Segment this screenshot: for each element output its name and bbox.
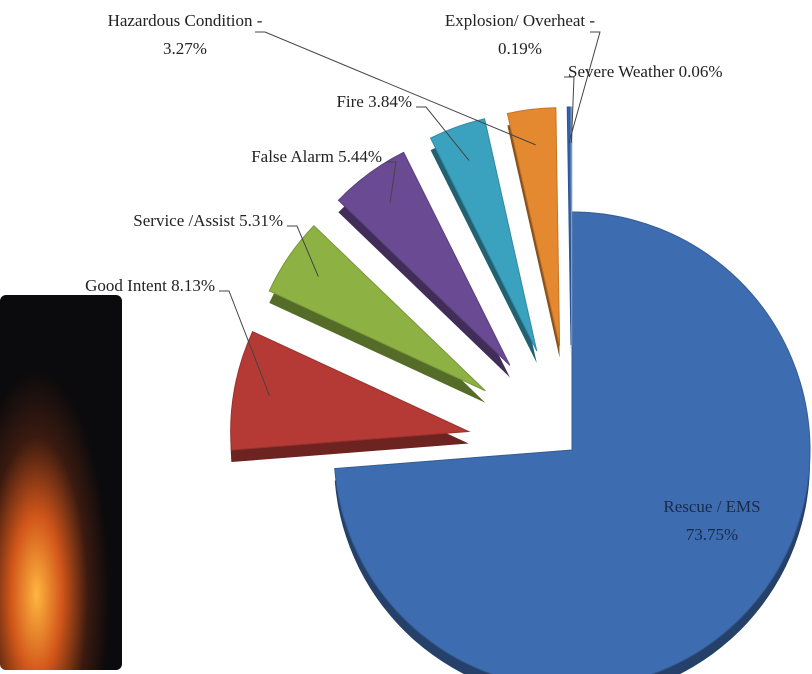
slice <box>337 151 511 366</box>
category-label: Rescue / EMS <box>663 497 760 516</box>
data-label: Explosion/ Overheat - 0.19% <box>445 11 595 58</box>
category-label: Good Intent <box>85 276 167 295</box>
slice <box>429 118 538 352</box>
category-label: Explosion/ Overheat - <box>445 11 595 30</box>
slice <box>334 211 811 674</box>
data-label: Severe Weather 0.06% <box>568 62 723 81</box>
leader-line <box>568 31 601 143</box>
value-label: 3.84% <box>368 92 412 111</box>
category-label: Hazardous Condition - <box>108 11 263 30</box>
leader-line <box>287 225 319 277</box>
category-label: False Alarm <box>251 147 334 166</box>
data-label: Rescue / EMS 73.75% <box>663 497 760 544</box>
leader-line <box>219 290 270 396</box>
slice <box>268 224 486 392</box>
category-label: Fire <box>336 92 363 111</box>
data-label: Fire 3.84% <box>336 92 412 111</box>
value-label: 3.27% <box>163 39 207 58</box>
data-label: Good Intent 8.13% <box>85 276 215 295</box>
slice <box>570 106 573 346</box>
category-label: Service /Assist <box>133 211 235 230</box>
data-label: Hazardous Condition - 3.27% <box>108 11 263 58</box>
leader-line <box>416 106 470 161</box>
data-label: Service /Assist 5.31% <box>133 211 283 230</box>
value-label: 8.13% <box>171 276 215 295</box>
leader-line <box>386 161 397 203</box>
category-label: Severe Weather <box>568 62 675 81</box>
value-label: 0.06% <box>679 62 723 81</box>
value-label: 0.19% <box>498 39 542 58</box>
slice <box>230 330 471 451</box>
leader-line <box>564 76 575 143</box>
value-label: 5.44% <box>338 147 382 166</box>
slice <box>506 107 561 346</box>
leader-line <box>255 31 536 146</box>
value-label: 73.75% <box>686 525 738 544</box>
photo <box>0 295 122 670</box>
slice <box>566 106 572 346</box>
value-label: 5.31% <box>239 211 283 230</box>
data-label: False Alarm 5.44% <box>251 147 382 166</box>
slice-tops <box>230 106 811 674</box>
labels: Rescue / EMS 73.75% Good Intent 8.13% Servi… <box>85 11 761 544</box>
